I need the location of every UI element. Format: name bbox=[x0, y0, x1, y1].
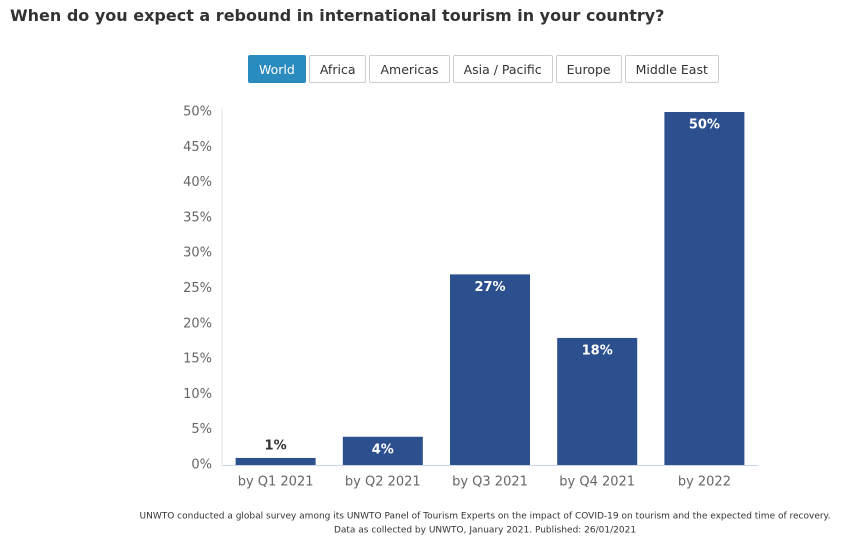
value-label: 4% bbox=[372, 442, 394, 457]
region-tab[interactable]: Asia / Pacific bbox=[452, 55, 553, 83]
bar bbox=[342, 436, 423, 465]
y-tick-label: 35% bbox=[183, 210, 212, 225]
y-tick-label: 0% bbox=[191, 458, 212, 473]
x-tick-label: by Q1 2021 bbox=[238, 475, 314, 490]
bar bbox=[235, 457, 316, 465]
y-tick-label: 25% bbox=[183, 281, 212, 296]
x-tick-label: by Q2 2021 bbox=[345, 475, 421, 490]
chart-title: When do you expect a rebound in internat… bbox=[10, 6, 665, 25]
region-tab[interactable]: Europe bbox=[555, 55, 622, 83]
bar bbox=[450, 274, 530, 465]
y-tick-label: 20% bbox=[183, 316, 212, 331]
bar bbox=[664, 112, 745, 465]
y-tick-label: 30% bbox=[183, 246, 212, 261]
y-tick-label: 40% bbox=[183, 175, 212, 190]
region-tab[interactable]: Middle East bbox=[624, 55, 719, 83]
x-tick-label: by Q4 2021 bbox=[559, 475, 635, 490]
x-tick-label: by Q3 2021 bbox=[452, 475, 528, 490]
region-tab[interactable]: World bbox=[248, 55, 306, 83]
y-tick-label: 10% bbox=[183, 387, 212, 402]
region-tab[interactable]: Africa bbox=[308, 55, 367, 83]
value-label: 50% bbox=[689, 118, 720, 133]
note: Data as collected by UNWTO, January 2021… bbox=[334, 526, 636, 536]
region-tab[interactable]: Americas bbox=[369, 55, 450, 83]
y-tick-label: 15% bbox=[183, 352, 212, 367]
region-tabs: World Africa Americas Asia / Pacific Europe M… bbox=[248, 55, 719, 83]
y-tick-label: 5% bbox=[191, 422, 212, 437]
value-label: 27% bbox=[474, 280, 505, 295]
value-label: 1% bbox=[265, 438, 287, 453]
y-tick-label: 50% bbox=[183, 105, 212, 120]
value-label: 18% bbox=[582, 343, 613, 358]
x-tick-label: by 2022 bbox=[678, 475, 731, 490]
note: UNWTO conducted a global survey among it… bbox=[140, 512, 831, 522]
bar bbox=[557, 337, 638, 465]
y-tick-label: 45% bbox=[183, 140, 212, 155]
